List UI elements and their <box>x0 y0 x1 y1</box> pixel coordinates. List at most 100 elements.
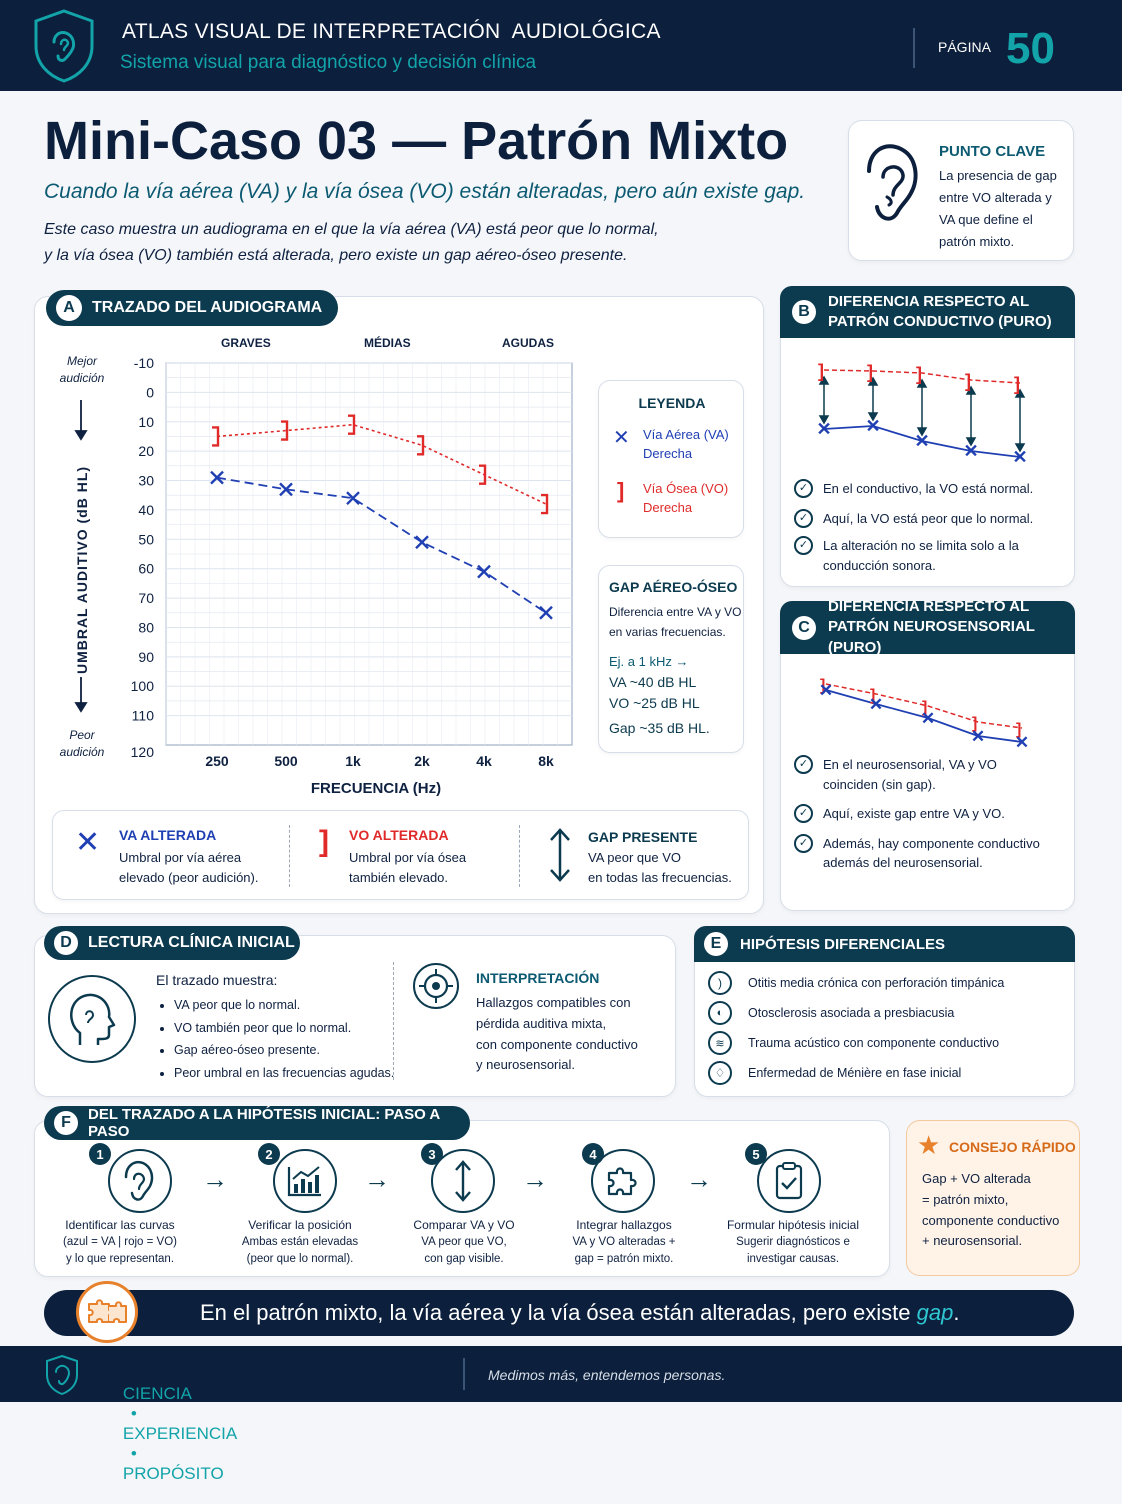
check-icon: ✓ <box>794 833 813 853</box>
y-tick-label: 30 <box>138 473 154 489</box>
svg-text:]: ] <box>870 687 875 704</box>
conductive-pattern-mini-chart: ]]]]] ✕ ✕ ✕ ✕ ✕ <box>816 361 1027 465</box>
step-4-text: Integrar hallazgos VA y VO alteradas + g… <box>552 1217 696 1268</box>
arrow-right-icon: → <box>522 1164 548 1194</box>
section-c-check-item: ✓ Aquí, existe gap entre VA y VO. <box>794 804 1064 824</box>
page-subtitle: Cuando la vía aérea (VA) y la vía ósea (… <box>44 180 806 203</box>
key-point-card: PUNTO CLAVE La presencia de gap entre VO… <box>848 120 1074 261</box>
step-2-text: Verificar la posición Ambas están elevad… <box>225 1217 375 1268</box>
section-c-checks: ✓ En el neurosensorial, VA y VO coinciden… <box>794 755 1064 873</box>
check-icon: ✓ <box>794 479 813 498</box>
sound-wave-icon: ≋ <box>708 1031 732 1055</box>
quick-tip-text: Gap + VO alterada = patrón mixto, compon… <box>922 1171 1060 1249</box>
interpretation-text: Hallazgos compatibles con pérdida auditi… <box>476 995 638 1073</box>
clipboard-check-icon <box>775 1162 803 1200</box>
gap-box-desc-1: Diferencia entre VA y VO <box>609 605 742 619</box>
up-down-arrow-icon <box>550 828 570 882</box>
quick-tip-title: CONSEJO RÁPIDO <box>949 1139 1076 1155</box>
va-series-line <box>216 476 547 614</box>
header-subtitle: Sistema visual para diagnóstico y decisi… <box>120 52 537 73</box>
va-marker <box>539 605 553 620</box>
legend-title: LEYENDA <box>638 395 706 411</box>
x-tick-label: 4k <box>476 753 492 769</box>
summary-banner: En el patrón mixto, la vía aérea y la ví… <box>44 1290 1074 1336</box>
step-3-icon-wrap <box>431 1149 495 1213</box>
y-tick-label: 80 <box>138 619 154 635</box>
step-3-number: 3 <box>421 1143 443 1165</box>
vo-marker <box>281 420 289 441</box>
target-icon <box>419 969 453 1003</box>
footer-tagline-words: CIENCIA • EXPERIENCIA • PROPÓSITO <box>104 1364 237 1504</box>
step-5-title: Formular hipótesis inicial <box>726 1218 860 1232</box>
section-d-bullets: VA peor que lo normal. VO también peor q… <box>174 994 394 1084</box>
head-profile-icon-wrap <box>48 975 136 1063</box>
gap-present-desc-2: en todas las frecuencias. <box>588 870 732 885</box>
va-marker <box>415 535 429 550</box>
section-c-letter: C <box>792 615 816 640</box>
puzzle-icon <box>607 1167 637 1196</box>
legend-vo-marker-icon: ] <box>617 478 625 503</box>
va-marker <box>210 470 224 485</box>
key-point-title: PUNTO CLAVE <box>939 143 1046 160</box>
vo-marker <box>479 464 487 485</box>
section-b-checks: ✓ En el conductivo, la VO está normal. ✓ A… <box>794 479 1064 575</box>
step-5-desc: Sugerir diagnósticos e investigar causas… <box>736 1236 850 1266</box>
svg-text:]: ] <box>867 362 873 382</box>
ear-icon <box>867 144 918 221</box>
svg-text:✕: ✕ <box>865 416 880 436</box>
y-axis-label: UMBRAL AUDITIVO (dB HL) <box>74 466 90 674</box>
section-d-divider <box>393 962 394 1080</box>
header-title: ATLAS VISUAL DE INTERPRETACIÓN AUDIOLÓGI… <box>122 20 661 43</box>
step-2-icon-wrap <box>273 1149 337 1213</box>
step-3-text: Comparar VA y VO VA peor que VO, con gap… <box>392 1217 536 1268</box>
hypotheses-list: ) Otitis media crónica con perforación t… <box>708 968 1004 1088</box>
svg-text:✕: ✕ <box>921 709 935 728</box>
step-3-desc: VA peor que VO, con gap visible. <box>421 1236 507 1266</box>
section-e-title: HIPÓTESIS DIFERENCIALES <box>740 935 946 953</box>
step-5-icon-wrap <box>757 1149 821 1213</box>
x-axis-label: FRECUENCIA (Hz) <box>311 780 441 797</box>
head-profile-icon <box>70 993 116 1045</box>
section-b-header: B DIFERENCIA RESPECTO AL PATRÓN CONDUCTI… <box>780 286 1075 338</box>
bullet-item: VO también peor que lo normal. <box>174 1017 394 1040</box>
svg-text:]: ] <box>922 699 927 716</box>
gap-box-example-3: VO ~25 dB HL <box>609 695 700 711</box>
section-b-check-item: ✓ La alteración no se limita solo a la co… <box>794 536 1064 575</box>
footer-separator: • <box>130 1444 137 1463</box>
section-e-header: E HIPÓTESIS DIFERENCIALES <box>694 926 1075 962</box>
va-altered-icon: ✕ <box>75 826 101 859</box>
step-1-desc: (azul = VA | rojo = VO) y lo que represe… <box>63 1236 177 1266</box>
y-tick-label: 20 <box>138 443 154 459</box>
gap-box-example-4: Gap ~35 dB HL. <box>609 720 710 736</box>
vo-marker <box>541 493 549 515</box>
bone-icon: ◐ <box>708 1001 732 1025</box>
step-1-icon-wrap <box>108 1149 172 1213</box>
droplet-icon: ♢ <box>708 1061 732 1085</box>
section-f-title: DEL TRAZADO A LA HIPÓTESIS INICIAL: PASO… <box>88 1106 440 1140</box>
section-a-title: TRAZADO DEL AUDIOGRAMA <box>92 299 323 316</box>
va-marker <box>346 491 360 506</box>
step-3-title: Comparar VA y VO <box>413 1218 515 1232</box>
vo-altered-desc-1: Umbral por vía ósea <box>349 850 467 865</box>
va-marker <box>477 564 491 579</box>
svg-text:✕: ✕ <box>971 727 985 746</box>
band-agudas: AGUDAS <box>502 336 555 350</box>
interpretation-title: INTERPRETACIÓN <box>476 970 600 986</box>
section-d-card <box>34 935 676 1097</box>
gap-present-title: GAP PRESENTE <box>588 829 698 845</box>
step-2-number: 2 <box>258 1143 280 1165</box>
va-altered-desc-2: elevado (peor audición). <box>119 870 259 885</box>
step-1-title: Identificar las curvas <box>65 1218 175 1232</box>
vo-altered-title: VO ALTERADA <box>349 827 449 843</box>
summary-divider-1 <box>289 825 290 887</box>
arrow-right-icon: → <box>202 1164 228 1194</box>
va-marker <box>279 482 293 497</box>
footer-tagline: Medimos más, entendemos personas. <box>488 1367 726 1383</box>
target-icon-wrap <box>413 963 459 1009</box>
y-tick-label: 50 <box>138 531 154 547</box>
y-tick-label: -10 <box>134 355 154 371</box>
key-point-line-1: La presencia de gap <box>939 168 1057 183</box>
section-c-title-1: DIFERENCIA RESPECTO AL <box>828 598 1030 616</box>
arrow-right-icon: → <box>686 1164 712 1194</box>
section-d-letter: D <box>54 931 78 955</box>
